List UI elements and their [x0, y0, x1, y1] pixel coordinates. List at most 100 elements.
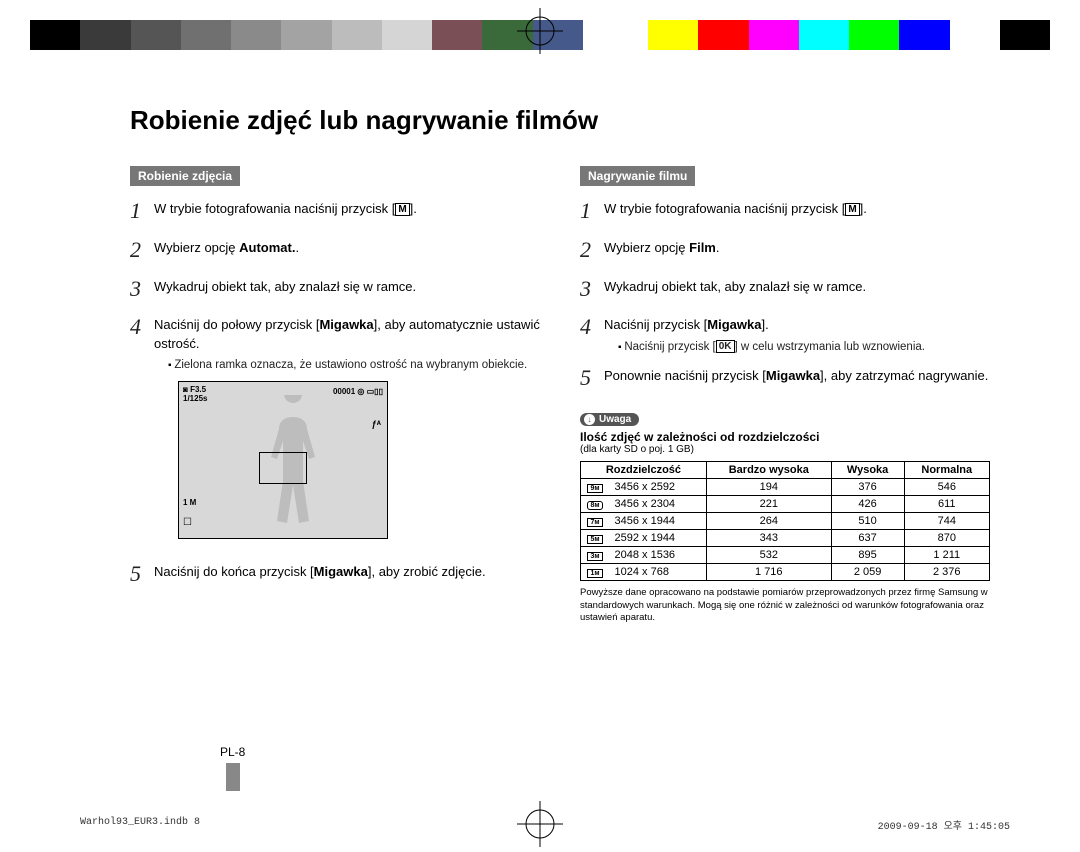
color-swatch	[131, 20, 181, 50]
color-swatch	[231, 20, 281, 50]
table-row: 5м2592 x 1944343637870	[581, 530, 990, 547]
step-number: 5	[130, 559, 154, 590]
cell-value: 1 716	[706, 564, 831, 581]
step-subtext: Naciśnij przycisk [0K] w celu wstrzymani…	[618, 339, 990, 355]
step-text: Ponownie naciśnij przycisk [Migawka], ab…	[604, 363, 990, 394]
color-swatch	[849, 20, 899, 50]
cell-value: 194	[706, 479, 831, 496]
table-row: 1м1024 x 7681 7162 0592 376	[581, 564, 990, 581]
step-text: Wykadruj obiekt tak, aby znalazł się w r…	[154, 274, 540, 305]
section-label-video: Nagrywanie filmu	[580, 166, 695, 186]
resolution-icon: 3м	[587, 552, 603, 561]
cell-value: 510	[831, 513, 904, 530]
th-normal: Normalna	[904, 462, 989, 479]
cell-value: 611	[904, 496, 989, 513]
table-row: 3м 2048 x 15365328951 211	[581, 547, 990, 564]
table-row: 8м3456 x 2304221426611	[581, 496, 990, 513]
cell-value: 637	[831, 530, 904, 547]
step-number: 3	[580, 274, 604, 305]
video-steps: 1 W trybie fotografowania naciśnij przyc…	[580, 196, 990, 393]
step-number: 3	[130, 274, 154, 305]
step-number: 1	[130, 196, 154, 227]
cell-value: 2 059	[831, 564, 904, 581]
step-text: Wykadruj obiekt tak, aby znalazł się w r…	[604, 274, 990, 305]
color-swatch	[799, 20, 849, 50]
step-text: Wybierz opcję Film.	[604, 235, 990, 266]
cell-value: 343	[706, 530, 831, 547]
step-text: Wybierz opcję Automat..	[154, 235, 540, 266]
aperture-icon: ◙	[183, 385, 188, 394]
step-text: Naciśnij do połowy przycisk [Migawka], a…	[154, 312, 540, 550]
note-pill: Uwaga	[580, 413, 639, 426]
cell-resolution: 1024 x 768	[609, 564, 707, 581]
step-number: 4	[580, 312, 604, 354]
page-number: PL-8	[220, 745, 245, 759]
color-swatch	[749, 20, 799, 50]
cell-value: 1 211	[904, 547, 989, 564]
lcd-resolution: 1 M	[183, 497, 196, 508]
cell-value: 264	[706, 513, 831, 530]
step-number: 5	[580, 363, 604, 394]
step-subtext: Zielona ramka oznacza, że ustawiono ostr…	[168, 357, 540, 373]
resolution-icon: 7м	[587, 518, 603, 527]
color-swatch	[80, 20, 130, 50]
cell-resolution: 3456 x 1944	[609, 513, 707, 530]
step-text: W trybie fotografowania naciśnij przycis…	[154, 196, 540, 227]
page-number-block: PL-8	[220, 745, 245, 791]
note-title: Ilość zdjęć w zależności od rozdzielczoś…	[580, 430, 990, 444]
step-text: Naciśnij przycisk [Migawka]. Naciśnij pr…	[604, 312, 990, 354]
color-swatch	[648, 20, 698, 50]
camera-lcd-preview: ◙ F3.5 1/125s 00001 ◎ ▭▯▯ ƒᴬ 1 M ☐	[178, 381, 388, 539]
shutter-speed: 1/125s	[183, 394, 207, 403]
mode-icon: M	[845, 203, 859, 216]
step-number: 2	[580, 235, 604, 266]
cell-value: 744	[904, 513, 989, 530]
th-resolution: Rozdzielczość	[581, 462, 707, 479]
lcd-bottom-icon: ☐	[183, 516, 192, 530]
color-swatch	[698, 20, 748, 50]
table-header-row: Rozdzielczość Bardzo wysoka Wysoka Norma…	[581, 462, 990, 479]
color-swatch	[382, 20, 432, 50]
color-swatch	[1000, 20, 1050, 50]
color-swatch	[281, 20, 331, 50]
section-label-photo: Robienie zdjęcia	[130, 166, 240, 186]
cell-resolution: 3456 x 2592	[609, 479, 707, 496]
right-column: Nagrywanie filmu 1 W trybie fotografowan…	[580, 166, 990, 625]
th-very-high: Bardzo wysoka	[706, 462, 831, 479]
resolution-icon: 9м	[587, 484, 603, 493]
left-column: Robienie zdjęcia 1 W trybie fotografowan…	[130, 166, 540, 625]
th-high: Wysoka	[831, 462, 904, 479]
step-number: 4	[130, 312, 154, 550]
lcd-top-right: 00001 ◎ ▭▯▯	[333, 386, 383, 397]
focus-frame	[259, 452, 307, 484]
mode-icon: M	[395, 203, 409, 216]
cell-value: 532	[706, 547, 831, 564]
cell-value: 546	[904, 479, 989, 496]
note-subtitle: (dla karty SD o poj. 1 GB)	[580, 444, 990, 455]
table-row: 7м 3456 x 1944264510744	[581, 513, 990, 530]
photo-steps: 1 W trybie fotografowania naciśnij przyc…	[130, 196, 540, 590]
color-swatch	[598, 20, 648, 50]
cell-value: 895	[831, 547, 904, 564]
cell-resolution: 2048 x 1536	[609, 547, 707, 564]
cell-value: 870	[904, 530, 989, 547]
page-content: Robienie zdjęć lub nagrywanie filmów Rob…	[130, 105, 990, 791]
ok-icon: 0K	[716, 340, 735, 353]
color-swatch	[899, 20, 949, 50]
step-text: Naciśnij do końca przycisk [Migawka], ab…	[154, 559, 540, 590]
page-title: Robienie zdjęć lub nagrywanie filmów	[130, 105, 990, 136]
color-swatch	[30, 20, 80, 50]
step-number: 1	[580, 196, 604, 227]
cell-value: 376	[831, 479, 904, 496]
cell-resolution: 2592 x 1944	[609, 530, 707, 547]
f-number: F3.5	[190, 385, 206, 394]
color-swatch	[432, 20, 482, 50]
resolution-icon: 8м	[587, 501, 603, 510]
cell-value: 2 376	[904, 564, 989, 581]
step-text: W trybie fotografowania naciśnij przycis…	[604, 196, 990, 227]
table-footnote: Powyższe dane opracowano na podstawie po…	[580, 587, 990, 624]
color-swatch	[950, 20, 1000, 50]
color-swatch	[181, 20, 231, 50]
registration-mark-top	[517, 8, 563, 54]
print-metadata: Warhol93_EUR3.indb 8 2009-09-18 오후 1:45:…	[80, 817, 1010, 833]
